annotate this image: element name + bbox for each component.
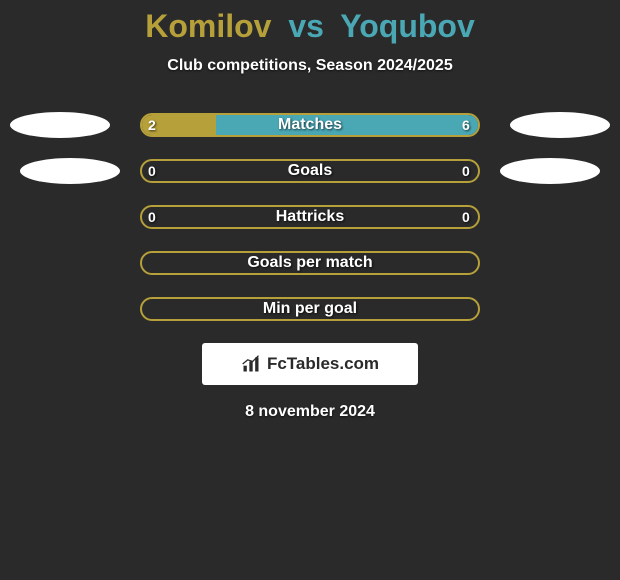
player1-name: Komilov — [145, 8, 271, 44]
comparison-row: Matches2 6 — [0, 113, 620, 139]
value-right: 0 — [462, 205, 470, 229]
comparison-rows: Matches26Goals00Hattricks00Goals per mat… — [0, 113, 620, 323]
vs-text: vs — [288, 8, 324, 44]
value-right: 6 — [462, 113, 470, 137]
player1-marker — [10, 112, 110, 138]
bar-label: Matches — [142, 115, 478, 135]
value-right: 0 — [462, 159, 470, 183]
player2-name: Yoqubov — [340, 8, 475, 44]
bar-label: Goals per match — [142, 253, 478, 273]
comparison-row: Min per goal — [0, 297, 620, 323]
comparison-row: Hattricks0 0 — [0, 205, 620, 231]
bar-track: Hattricks — [140, 205, 480, 229]
subtitle: Club competitions, Season 2024/2025 — [0, 57, 620, 75]
value-left: 0 — [148, 159, 156, 183]
comparison-infographic: Komilov vs Yoqubov Club competitions, Se… — [0, 0, 620, 421]
barchart-icon — [241, 354, 261, 374]
bar-track: Goals per match — [140, 251, 480, 275]
player2-marker — [510, 112, 610, 138]
attribution-text: FcTables.com — [267, 354, 379, 374]
player2-marker — [500, 158, 600, 184]
date: 8 november 2024 — [0, 403, 620, 421]
bar-track: Goals — [140, 159, 480, 183]
bar-track: Min per goal — [140, 297, 480, 321]
player1-marker — [20, 158, 120, 184]
title: Komilov vs Yoqubov — [0, 8, 620, 45]
comparison-row: Goals0 0 — [0, 159, 620, 185]
bar-label: Min per goal — [142, 299, 478, 319]
comparison-row: Goals per match — [0, 251, 620, 277]
bar-label: Goals — [142, 161, 478, 181]
value-left: 0 — [148, 205, 156, 229]
bar-track: Matches — [140, 113, 480, 137]
attribution-box: FcTables.com — [202, 343, 418, 385]
value-left: 2 — [148, 113, 156, 137]
bar-label: Hattricks — [142, 207, 478, 227]
